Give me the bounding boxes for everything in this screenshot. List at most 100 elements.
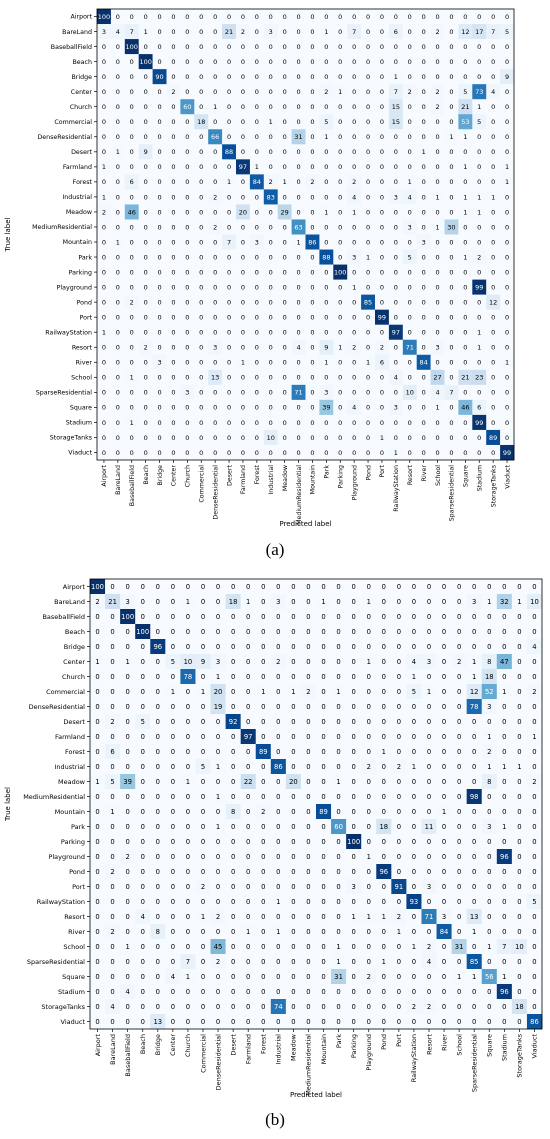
cell-value: 0 xyxy=(427,703,431,711)
heatmap-cell xyxy=(361,804,377,820)
heatmap-cell xyxy=(430,69,445,85)
cell-value: 1 xyxy=(394,449,398,457)
cell-value: 0 xyxy=(367,928,371,936)
heatmap-cell xyxy=(361,99,376,115)
heatmap-cell xyxy=(166,129,181,145)
cell-value: 0 xyxy=(199,58,203,66)
heatmap-cell xyxy=(240,894,257,910)
cell-value: 0 xyxy=(310,133,314,141)
cell-value: 0 xyxy=(442,688,446,696)
heatmap-cell xyxy=(249,414,265,431)
cell-value: 0 xyxy=(116,193,120,201)
cell-value: 0 xyxy=(367,808,371,816)
heatmap-cell xyxy=(166,84,181,100)
cell-value: 0 xyxy=(306,958,310,966)
heatmap-cell xyxy=(110,114,126,130)
cell-value: 0 xyxy=(130,223,134,231)
heatmap-cell xyxy=(180,834,196,850)
cell-value: 8 xyxy=(487,658,491,666)
heatmap-cell xyxy=(236,414,251,431)
heatmap-cell xyxy=(222,399,237,416)
cell-value: 0 xyxy=(186,1003,190,1011)
heatmap-cell xyxy=(472,294,487,310)
heatmap-cell xyxy=(291,189,306,205)
x-tick-label: Center xyxy=(171,465,178,487)
heatmap-cell xyxy=(361,294,376,310)
cell-value: 0 xyxy=(126,808,130,816)
heatmap-cell xyxy=(166,114,181,130)
cell-value: 0 xyxy=(532,613,536,621)
heatmap-cell xyxy=(152,114,167,130)
heatmap-cell xyxy=(120,759,136,775)
heatmap-cell xyxy=(236,129,251,145)
cell-value: 6 xyxy=(477,404,481,412)
heatmap-cell xyxy=(375,384,390,401)
cell-value: 0 xyxy=(185,28,189,36)
heatmap-cell xyxy=(472,264,487,280)
cell-value: 0 xyxy=(199,329,203,337)
cell-value: 23 xyxy=(475,374,483,382)
heatmap-cell xyxy=(255,699,272,715)
cell-value: 0 xyxy=(144,88,148,96)
cell-value: 0 xyxy=(130,13,134,21)
heatmap-cell xyxy=(486,384,501,401)
cell-value: 0 xyxy=(199,223,203,231)
heatmap-cell xyxy=(249,399,265,416)
cell-value: 0 xyxy=(422,133,426,141)
cell-value: 0 xyxy=(199,298,203,306)
heatmap-cell xyxy=(511,969,528,985)
cell-value: 0 xyxy=(186,898,190,906)
heatmap-cell xyxy=(451,654,467,670)
cell-value: 21 xyxy=(225,28,233,36)
heatmap-cell xyxy=(263,444,278,461)
cell-value: 100 xyxy=(121,613,134,621)
heatmap-cell xyxy=(486,54,501,70)
heatmap-cell xyxy=(421,789,437,805)
cell-value: 0 xyxy=(157,118,161,126)
heatmap-cell xyxy=(150,654,166,670)
heatmap-cell xyxy=(165,594,181,610)
heatmap-cell xyxy=(225,1014,241,1030)
cell-value: 0 xyxy=(427,598,431,606)
cell-value: 0 xyxy=(449,359,453,367)
heatmap-cell xyxy=(195,699,211,715)
heatmap-cell xyxy=(526,654,543,670)
cell-value: 0 xyxy=(261,718,265,726)
plot-frame xyxy=(96,8,515,461)
heatmap-cell xyxy=(195,924,211,940)
cell-value: 0 xyxy=(95,1003,99,1011)
heatmap-cell xyxy=(391,624,407,640)
heatmap-cell xyxy=(97,39,112,55)
cell-value: 97 xyxy=(239,163,247,171)
cell-value: 0 xyxy=(310,268,314,276)
cell-value: 0 xyxy=(352,449,356,457)
cell-value: 0 xyxy=(382,988,386,996)
cell-value: 0 xyxy=(144,163,148,171)
cell-value: 0 xyxy=(380,58,384,66)
cell-value: 0 xyxy=(241,193,245,201)
cell-value: 0 xyxy=(457,583,461,591)
cell-value: 1 xyxy=(95,658,99,666)
heatmap-cell xyxy=(165,819,181,835)
y-tick-label: Park xyxy=(71,823,85,831)
heatmap-cell xyxy=(124,129,139,145)
heatmap-cell xyxy=(277,309,292,325)
heatmap-cell xyxy=(105,624,121,640)
heatmap-cell xyxy=(124,249,139,265)
heatmap-cell xyxy=(496,654,513,670)
cell-value: 0 xyxy=(366,344,370,352)
cell-value: 98 xyxy=(470,793,479,801)
heatmap-cell xyxy=(416,309,431,325)
cell-value: 0 xyxy=(291,598,295,606)
x-axis-label: Predicted label xyxy=(279,520,331,528)
cell-value: 0 xyxy=(171,419,175,427)
cell-value: 0 xyxy=(102,268,106,276)
heatmap-cell xyxy=(458,369,473,386)
heatmap-cell xyxy=(105,759,121,775)
heatmap-cell xyxy=(194,444,209,461)
cell-value: 84 xyxy=(420,359,428,367)
cell-value: 0 xyxy=(491,148,495,156)
cell-value: 0 xyxy=(241,13,245,21)
cell-value: 0 xyxy=(382,613,386,621)
cell-value: 0 xyxy=(156,778,160,786)
